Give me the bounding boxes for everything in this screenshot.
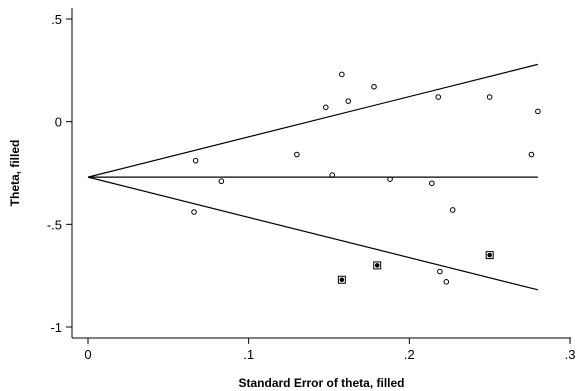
x-tick-label: .2 [404,347,415,362]
observed-study-point [437,268,443,275]
y-tick-label: .5 [51,12,62,27]
data-points [191,71,541,285]
x-tick-label: 0 [84,347,91,362]
y-tick-label: -1 [50,320,62,335]
y-tick-label: 0 [55,115,62,130]
x-axis-ticks: 0 .1 .2 .3 [84,338,575,362]
filled-study-point [373,261,382,270]
observed-study-point [294,151,300,158]
observed-study-point [486,94,493,100]
filled-study-point [337,275,346,284]
plot-frame [71,8,571,339]
observed-study-point [339,71,345,78]
x-axis-title: Standard Error of theta, filled [238,376,404,390]
observed-study-point [322,104,329,111]
observed-study-point [345,98,352,104]
observed-study-point [329,172,336,178]
observed-study-point [371,83,377,90]
observed-study-point [218,178,225,185]
funnel-upper-limit [87,63,539,178]
observed-study-point [387,176,393,182]
funnel-lines [87,63,539,291]
observed-study-point [449,207,456,213]
observed-study-point [191,209,197,215]
observed-study-point [535,108,541,115]
x-tick-label: .3 [565,347,576,362]
observed-study-point [443,279,450,285]
observed-study-point [429,180,435,187]
observed-study-point [192,157,199,164]
observed-study-point [435,94,442,100]
x-tick-label: .1 [243,347,254,362]
filled-study-point [485,251,494,260]
y-tick-label: -.5 [47,217,62,232]
y-axis-ticks: .5 0 -.5 -1 [47,12,72,335]
funnel-lower-limit [87,176,539,291]
observed-study-point [528,151,535,158]
y-axis-title: Theta, filled [8,140,22,207]
